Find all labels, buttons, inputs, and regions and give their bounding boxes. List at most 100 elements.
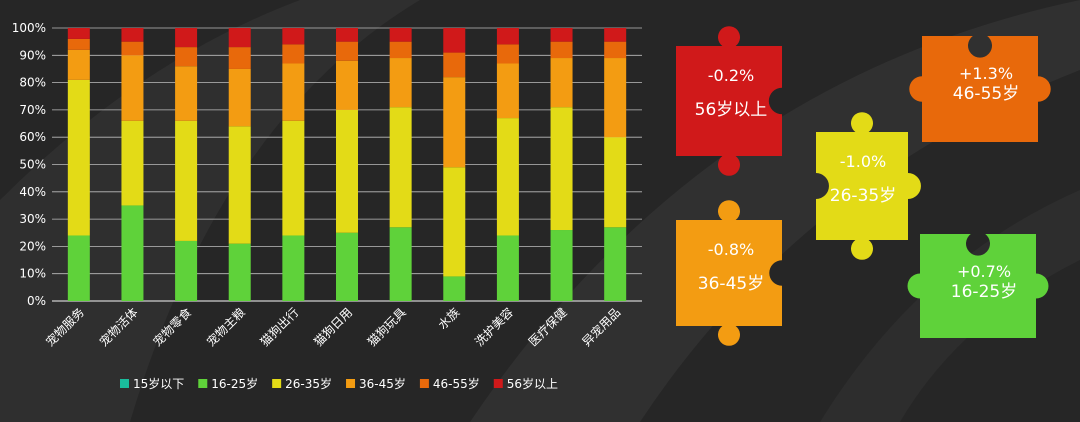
- legend-swatch: [198, 379, 208, 388]
- y-axis-ticks: 0% 10% 20% 30% 40% 50% 60% 70% 80% 90% 100%: [12, 21, 46, 308]
- bar-segment: [550, 58, 573, 108]
- puzzle-shape: [816, 112, 921, 260]
- y-tick-label: 70%: [19, 103, 46, 117]
- y-tick-label: 0%: [27, 294, 46, 308]
- puzzle-piece-26-35: -1.0% 26-35岁: [800, 106, 926, 274]
- bar-segment: [496, 235, 519, 301]
- puzzle-group: 46-55岁: [952, 84, 1020, 104]
- puzzle-group: 26-35岁: [829, 186, 897, 206]
- puzzle-piece-36-45: -0.8% 36-45岁: [668, 194, 794, 360]
- bar-segment: [67, 79, 90, 236]
- y-tick-label: 80%: [19, 76, 46, 90]
- stacked-bar-chart: 0%10%20%30%40%50%60%70%80%90%100% 宠物服务 宠物…: [12, 21, 642, 391]
- legend-label: 56岁以上: [507, 376, 558, 391]
- puzzle-shape: [909, 36, 1051, 142]
- bar-segment: [67, 38, 90, 50]
- puzzle-value: -0.8%: [707, 240, 755, 259]
- bar-segment: [175, 66, 198, 121]
- bar-segment: [550, 41, 573, 59]
- y-tick-label: 60%: [19, 130, 46, 144]
- bar-segment: [175, 240, 198, 301]
- bar-segment: [121, 41, 144, 56]
- bar-segment: [443, 276, 466, 301]
- x-category-label: 医疗保健: [526, 305, 570, 349]
- legend-label: 16-25岁: [211, 376, 258, 391]
- x-category-label: 猫狗玩具: [365, 305, 409, 349]
- bar-segment: [604, 28, 627, 42]
- bar-segment: [604, 58, 627, 138]
- bar-segment: [604, 227, 627, 301]
- puzzle-value: +1.3%: [958, 64, 1014, 83]
- puzzle-value: -0.2%: [707, 66, 755, 85]
- bar-segment: [67, 235, 90, 301]
- x-category-label: 异宠用品: [579, 305, 624, 350]
- bar-segment: [282, 120, 305, 236]
- legend-swatch: [493, 379, 503, 388]
- legend-label: 46-55岁: [433, 376, 480, 391]
- bar-segment: [228, 126, 251, 244]
- bar-segment: [550, 107, 573, 231]
- bar-segment: [175, 47, 198, 67]
- x-category-label: 宠物主粮: [203, 305, 248, 350]
- puzzle-text-56-plus: -0.2% 56岁以上: [676, 66, 786, 121]
- bar-segment: [67, 28, 90, 39]
- x-category-label: 水族: [436, 305, 463, 332]
- bar-segment: [282, 44, 305, 64]
- bar-segment: [282, 63, 305, 121]
- x-category-label: 宠物活体: [96, 305, 141, 350]
- puzzle-group: 56岁以上: [694, 100, 768, 120]
- puzzle-value: +0.7%: [956, 262, 1012, 281]
- puzzle-piece-46-55: +1.3% 46-55岁: [906, 30, 1066, 150]
- bar-segment: [443, 77, 466, 168]
- puzzle-text-26-35: -1.0% 26-35岁: [808, 152, 918, 207]
- bar-segment: [496, 63, 519, 119]
- bar-segment: [175, 120, 198, 241]
- y-tick-label: 20%: [19, 239, 46, 253]
- puzzle-shape: [676, 200, 782, 346]
- y-tick-label: 40%: [19, 185, 46, 199]
- legend-label: 26-35岁: [285, 376, 332, 391]
- bar-segment: [389, 227, 412, 301]
- bar-segment: [336, 60, 358, 110]
- puzzle-text-46-55: +1.3% 46-55岁: [930, 64, 1042, 105]
- bar-segment: [496, 118, 519, 236]
- legend: 15岁以下 16-25岁 26-35岁 36-45岁 46-55岁 56岁以上: [120, 376, 558, 391]
- legend-label: 15岁以下: [133, 376, 184, 391]
- legend-label: 36-45岁: [359, 376, 406, 391]
- bar-segment: [336, 109, 358, 233]
- puzzle-text-36-45: -0.8% 36-45岁: [676, 240, 786, 295]
- bar-segment: [228, 28, 251, 48]
- y-tick-label: 90%: [19, 48, 46, 62]
- puzzle-piece-16-25: +0.7% 16-25岁: [904, 228, 1064, 348]
- legend-swatch: [272, 379, 282, 388]
- bar-segment: [175, 28, 198, 48]
- y-tick-label: 50%: [19, 158, 46, 172]
- legend-swatch: [419, 379, 429, 388]
- bar-segment: [443, 28, 466, 53]
- bar-segment: [443, 52, 466, 78]
- bar-segment: [121, 120, 144, 206]
- bar-segment: [228, 243, 251, 301]
- y-tick-label: 30%: [19, 212, 46, 226]
- puzzle-shape: [907, 234, 1049, 338]
- puzzle-text-16-25: +0.7% 16-25岁: [928, 262, 1040, 303]
- x-category-label: 猫狗出行: [258, 305, 302, 349]
- bar-segment: [389, 107, 412, 228]
- bar-segment: [389, 41, 412, 59]
- bar-segment: [121, 205, 144, 301]
- bar-segment: [336, 41, 358, 61]
- x-category-label: 猫狗日用: [311, 305, 355, 349]
- bar-segment: [496, 28, 519, 45]
- bar-segment: [282, 235, 305, 301]
- x-category-label: 宠物服务: [42, 305, 87, 350]
- puzzle-shape: [676, 26, 782, 176]
- bar-segment: [604, 137, 627, 228]
- puzzle-value: -1.0%: [839, 152, 887, 171]
- legend-swatch: [120, 379, 129, 388]
- x-axis-categories: 宠物服务 宠物活体 宠物零食 宠物主粮 猫狗出行 猫狗日用 猫狗玩具 水族 洗护美容 医疗保健 异宠…: [42, 305, 623, 350]
- bar-segment: [389, 28, 412, 42]
- bar-segment: [336, 28, 358, 42]
- puzzle-group: 16-25岁: [950, 282, 1018, 302]
- bar-segment: [389, 58, 412, 108]
- y-tick-label: 10%: [19, 267, 46, 281]
